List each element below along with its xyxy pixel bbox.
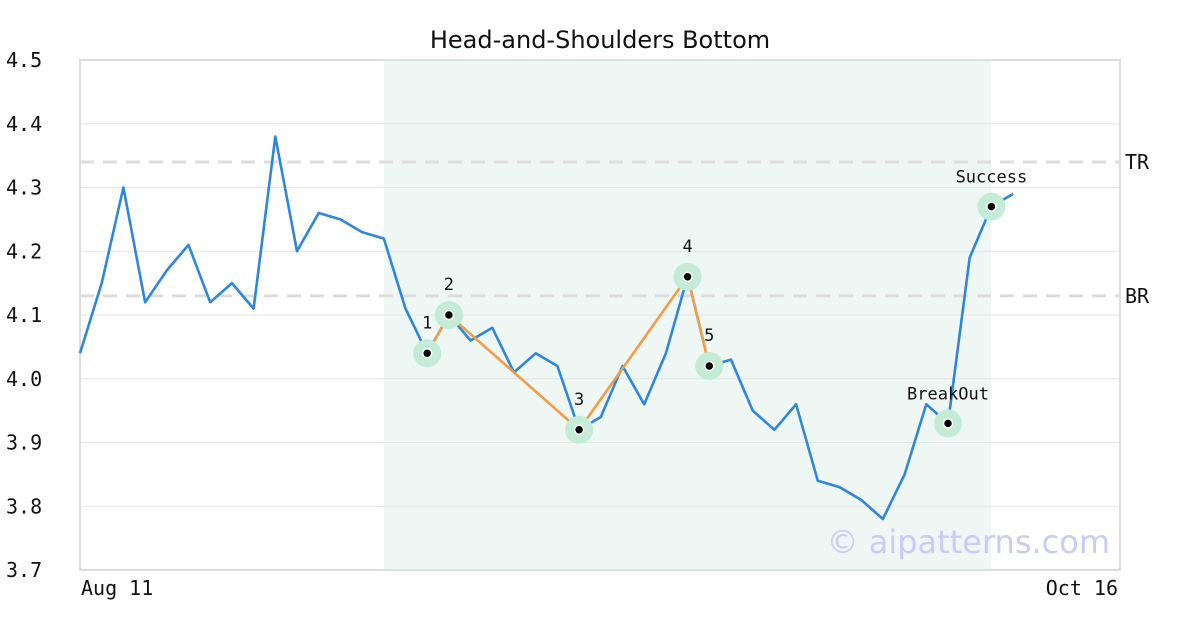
chart-title: Head-and-Shoulders Bottom <box>430 26 770 54</box>
pattern-point <box>573 424 585 435</box>
reference-line-label: BR <box>1125 284 1150 308</box>
y-tick-label: 4.1 <box>6 303 42 327</box>
price-line <box>78 135 1014 521</box>
y-tick-label: 4.5 <box>6 48 42 72</box>
watermark: © aipatterns.com <box>827 523 1110 561</box>
pattern-point <box>443 309 455 321</box>
pattern-point <box>704 360 715 372</box>
y-tick-label: 3.9 <box>6 431 42 455</box>
y-axis: 3.7 3.8 3.9 4.0 4.1 4.2 4.3 4.4 4.5 <box>6 48 42 582</box>
y-tick-label: 3.8 <box>6 494 42 518</box>
x-tick-end: Oct 16 <box>1046 576 1118 600</box>
y-tick-label: 4.4 <box>6 112 42 136</box>
pattern-point-label: 2 <box>444 275 454 295</box>
pattern-point <box>682 271 693 282</box>
pattern-segment <box>448 314 580 431</box>
pattern-point-label: 4 <box>682 237 692 257</box>
pattern-segment <box>578 275 689 431</box>
y-tick-label: 4.0 <box>6 367 42 391</box>
event-label: Success <box>956 168 1028 188</box>
y-tick-label: 4.3 <box>6 176 42 200</box>
pattern-segment <box>686 276 711 367</box>
event-point <box>942 418 954 429</box>
x-tick-start: Aug 11 <box>81 576 153 600</box>
event-label: BreakOut <box>907 384 989 404</box>
y-tick-label: 3.7 <box>6 558 42 582</box>
event-point <box>986 201 997 212</box>
price-series <box>78 135 1014 521</box>
pattern-point-label: 1 <box>422 313 432 333</box>
pattern-point-label: 5 <box>704 326 714 346</box>
y-tick-label: 4.2 <box>6 239 42 263</box>
reference-line-label: TR <box>1125 150 1150 174</box>
pattern-point <box>421 348 433 359</box>
pattern-point-label: 3 <box>574 390 584 410</box>
reference-lines: TR BR <box>80 150 1150 308</box>
pattern-markers: 12 3 4 5 BreakOut Success <box>413 168 1027 444</box>
plot-frame <box>79 59 1121 571</box>
